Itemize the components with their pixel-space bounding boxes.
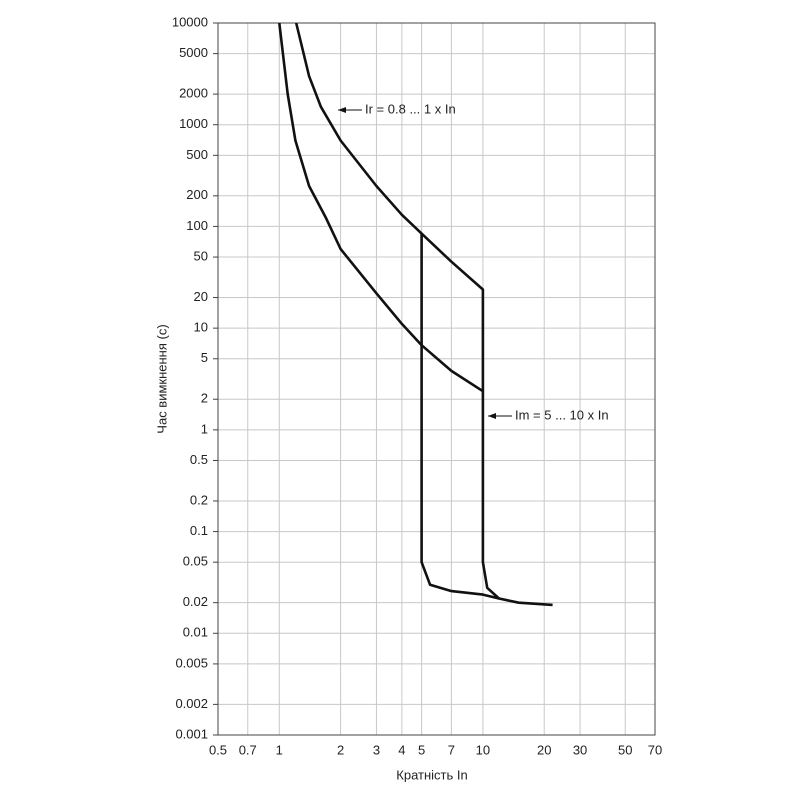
y-tick-label: 0.02 <box>183 594 208 609</box>
y-tick-label: 2 <box>201 391 208 406</box>
y-tick-label: 20 <box>194 289 208 304</box>
y-tick-label: 0.01 <box>183 625 208 640</box>
y-tick-label: 0.005 <box>175 655 208 670</box>
y-tick-label: 5 <box>201 350 208 365</box>
plot-frame <box>217 22 656 736</box>
x-tick-label: 4 <box>398 742 405 757</box>
y-tick-label: 0.2 <box>190 492 208 507</box>
y-axis-label: Час вимкнення (с) <box>154 324 169 433</box>
y-tick-label: 0.002 <box>175 696 208 711</box>
y-tick-label: 200 <box>186 187 208 202</box>
curve <box>278 22 484 393</box>
y-tick-label: 500 <box>186 147 208 162</box>
y-tick-label: 5000 <box>179 45 208 60</box>
curve <box>420 233 500 600</box>
y-tick-label: 10000 <box>172 14 208 29</box>
annotation-arrowhead <box>488 413 496 419</box>
annotation-arrowhead <box>338 107 346 113</box>
x-tick-label: 50 <box>618 742 632 757</box>
x-tick-label: 10 <box>476 742 490 757</box>
y-tick-label: 0.001 <box>175 726 208 741</box>
y-tick-label: 10 <box>194 320 208 335</box>
y-tick-label: 0.5 <box>190 452 208 467</box>
x-tick-label: 7 <box>448 742 455 757</box>
x-axis-label: Кратність In <box>396 767 467 782</box>
x-tick-label: 1 <box>276 742 283 757</box>
y-tick-label: 2000 <box>179 86 208 101</box>
y-tick-label: 0.05 <box>183 554 208 569</box>
annotation: Ir = 0.8 ... 1 x In <box>365 101 456 116</box>
x-tick-label: 5 <box>418 742 425 757</box>
y-tick-label: 0.1 <box>190 523 208 538</box>
x-tick-label: 2 <box>337 742 344 757</box>
y-tick-label: 1 <box>201 421 208 436</box>
x-tick-label: 70 <box>648 742 662 757</box>
annotation: Im = 5 ... 10 x In <box>515 407 609 422</box>
x-tick-label: 30 <box>573 742 587 757</box>
y-tick-label: 1000 <box>179 116 208 131</box>
y-tick-label: 100 <box>186 218 208 233</box>
y-tick-label: 50 <box>194 248 208 263</box>
x-tick-label: 20 <box>537 742 551 757</box>
x-tick-label: 3 <box>373 742 380 757</box>
x-tick-label: 0.7 <box>239 742 257 757</box>
x-tick-label: 0.5 <box>209 742 227 757</box>
